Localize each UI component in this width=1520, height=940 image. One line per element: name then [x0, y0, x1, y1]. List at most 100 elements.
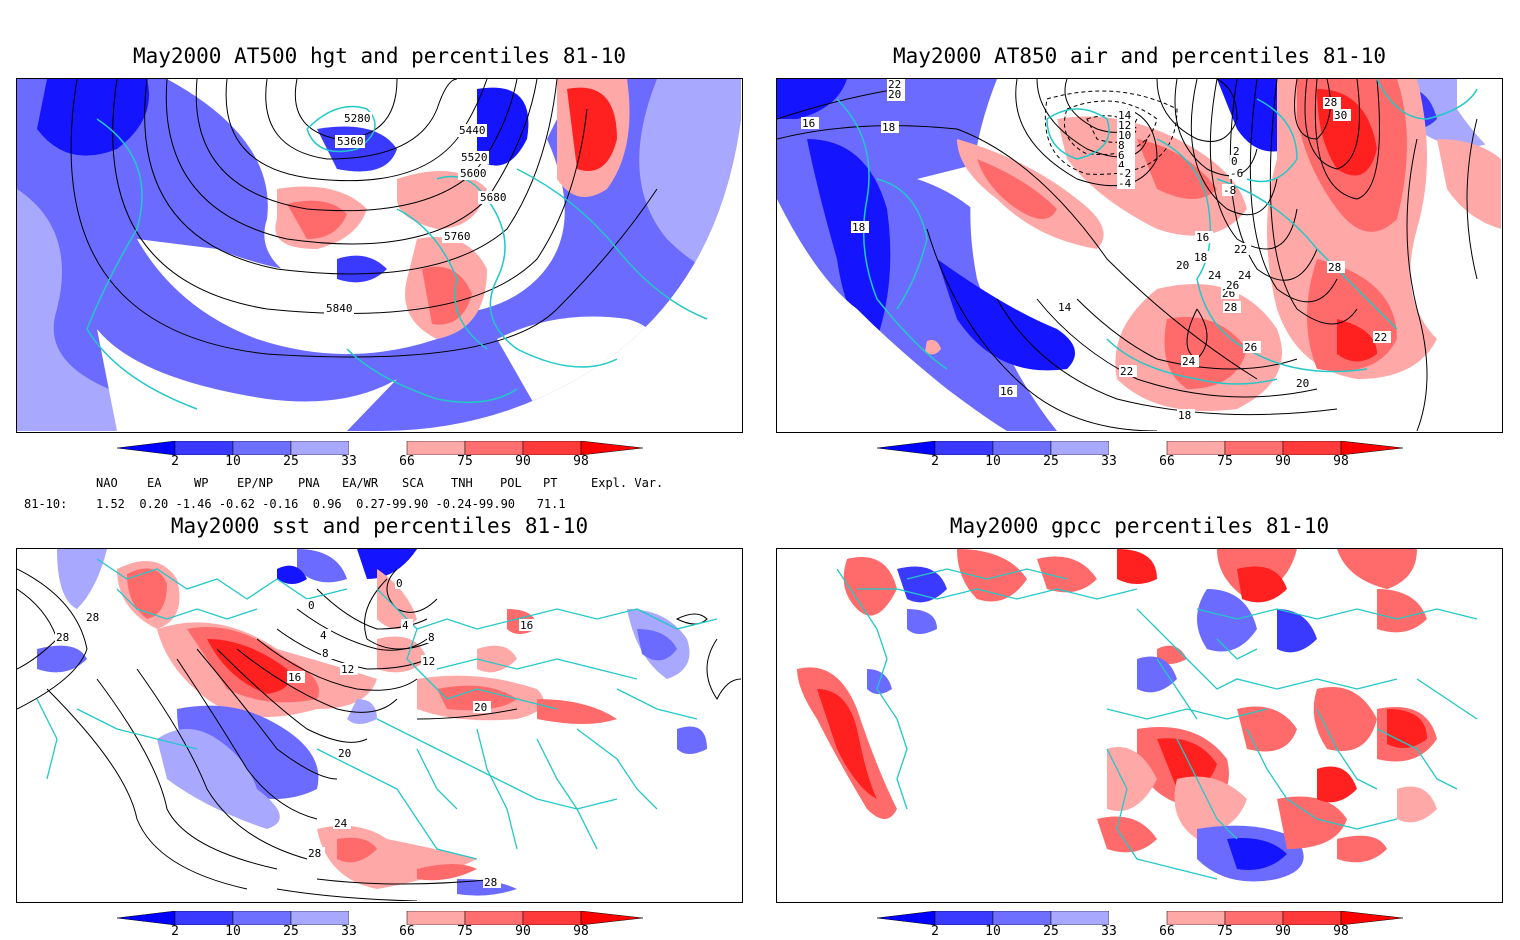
- contour-label: 22: [1120, 365, 1133, 378]
- contour-label: 18: [1178, 409, 1191, 422]
- contour-label: 12: [341, 663, 354, 676]
- contour-label: 5760: [444, 230, 471, 243]
- colorbar-swatches: [116, 440, 644, 456]
- colorbar-label: 10: [985, 454, 1001, 469]
- contour-label: 5840: [326, 302, 353, 315]
- map-panel-hgt500: 5280 5360 5440 5520 5600 5680 5760 5840: [16, 78, 743, 433]
- contour-label: 20: [1176, 259, 1189, 272]
- colorbar-label: 66: [399, 454, 415, 469]
- colorbar-swatches: [876, 910, 1404, 926]
- contour-label: 5520: [461, 151, 488, 164]
- contour-label: -2: [1118, 167, 1131, 180]
- panel-title-gpcc: May2000 gpcc percentiles 81-10: [949, 514, 1330, 538]
- colorbar-label: 25: [1043, 924, 1059, 939]
- colorbar-label: 75: [1217, 454, 1233, 469]
- colorbar-swatches: [116, 910, 644, 926]
- tele-row-values: 1.52 0.20 -1.46 -0.62 -0.16 0.96 0.27-99…: [96, 497, 566, 511]
- colorbar-top-right: 2 10 25 33 66 75 90 98: [876, 440, 1404, 472]
- contour-label: 12: [422, 655, 435, 668]
- contour-label: 28: [1224, 301, 1237, 314]
- tele-header: PNA: [298, 476, 320, 490]
- colorbar-label: 75: [457, 454, 473, 469]
- map-panel-sst: 0 0 4 4 8 8 12 12 16 16 20 20 24 28 28 2…: [16, 548, 743, 903]
- contour-label: 5280: [344, 112, 371, 125]
- tele-header: EP/NP: [237, 476, 274, 490]
- contour-label: 5360: [337, 135, 364, 148]
- contour-label: 12: [1118, 119, 1131, 132]
- contour-label: 5600: [460, 167, 487, 180]
- contour-label: 24: [1238, 269, 1252, 282]
- contour-label: 28: [1324, 96, 1337, 109]
- contour-label: 10: [1118, 129, 1131, 142]
- colorbar-label: 98: [1333, 924, 1349, 939]
- contour-label: 4: [402, 619, 409, 632]
- colorbar-label: 33: [341, 924, 357, 939]
- colorbar-label: 33: [1101, 924, 1117, 939]
- colorbar-label: 98: [573, 454, 589, 469]
- colorbar-label: 2: [931, 924, 939, 939]
- colorbar-label: 2: [931, 454, 939, 469]
- colorbar-label: 90: [515, 924, 531, 939]
- contour-label: 8: [1118, 139, 1125, 152]
- contour-label: 0: [396, 577, 403, 590]
- colorbar-swatches: [876, 440, 1404, 456]
- contour-label: -8: [1223, 184, 1236, 197]
- tele-header: TNH: [451, 476, 473, 490]
- tele-header: POL: [500, 476, 522, 490]
- tele-header: SCA: [402, 476, 424, 490]
- contour-label: 16: [288, 671, 301, 684]
- contour-label: 18: [1194, 251, 1207, 264]
- contour-label: 26: [1226, 279, 1239, 292]
- contour-label: 20: [474, 701, 487, 714]
- contour-label: 14: [1058, 301, 1072, 314]
- contour-label: 4: [320, 629, 327, 642]
- colorbar-label: 66: [1159, 924, 1175, 939]
- colorbar-bottom-right: 2 10 25 33 66 75 90 98: [876, 910, 1404, 940]
- contour-label: 26: [1244, 341, 1257, 354]
- contour-label: 16: [1000, 385, 1013, 398]
- contour-label: 18: [882, 121, 895, 134]
- colorbar-label: 66: [399, 924, 415, 939]
- colorbar-label: 10: [985, 924, 1001, 939]
- colorbar-label: 33: [341, 454, 357, 469]
- contour-label: 4: [1118, 159, 1125, 172]
- contour-label: 24: [1208, 269, 1222, 282]
- colorbar-label: 2: [171, 924, 179, 939]
- colorbar-label: 98: [573, 924, 589, 939]
- colorbar-label: 33: [1101, 454, 1117, 469]
- contour-label: 8: [322, 647, 329, 660]
- colorbar-label: 2: [171, 454, 179, 469]
- colorbar-bottom-left: 2 10 25 33 66 75 90 98: [116, 910, 644, 940]
- contour-label: 8: [428, 631, 435, 644]
- panel-title-sst: May2000 sst and percentiles 81-10: [170, 514, 589, 538]
- contour-label: 28: [1328, 261, 1341, 274]
- colorbar-label: 25: [1043, 454, 1059, 469]
- contour-label: 0: [308, 599, 315, 612]
- contour-label: -6: [1230, 167, 1243, 180]
- map-panel-gpcc: [776, 548, 1503, 903]
- colorbar-label: 90: [1275, 924, 1291, 939]
- contour-label: 24: [1182, 355, 1196, 368]
- contour-label: 5680: [480, 191, 507, 204]
- tele-header: PT: [543, 476, 558, 490]
- contour-label: 16: [1196, 231, 1209, 244]
- colorbar-label: 90: [1275, 454, 1291, 469]
- colorbar-label: 75: [457, 924, 473, 939]
- contour-label: 20: [1296, 377, 1309, 390]
- contour-label: 6: [1118, 149, 1125, 162]
- colorbar-label: 98: [1333, 454, 1349, 469]
- contour-label: 20: [888, 88, 901, 101]
- contour-label: 20: [338, 747, 351, 760]
- tele-header: EA: [147, 476, 162, 490]
- panel-title-air850: May2000 AT850 air and percentiles 81-10: [892, 44, 1387, 68]
- tele-header: EA/WR: [342, 476, 379, 490]
- contour-label: 28: [86, 611, 99, 624]
- colorbar-label: 25: [283, 454, 299, 469]
- colorbar-label: 66: [1159, 454, 1175, 469]
- colorbar-label: 25: [283, 924, 299, 939]
- contour-label: 18: [852, 221, 865, 234]
- tele-header: NAO: [96, 476, 118, 490]
- tele-row-label: 81-10:: [24, 497, 68, 511]
- contour-label: 28: [484, 876, 497, 889]
- contour-label: 28: [308, 847, 321, 860]
